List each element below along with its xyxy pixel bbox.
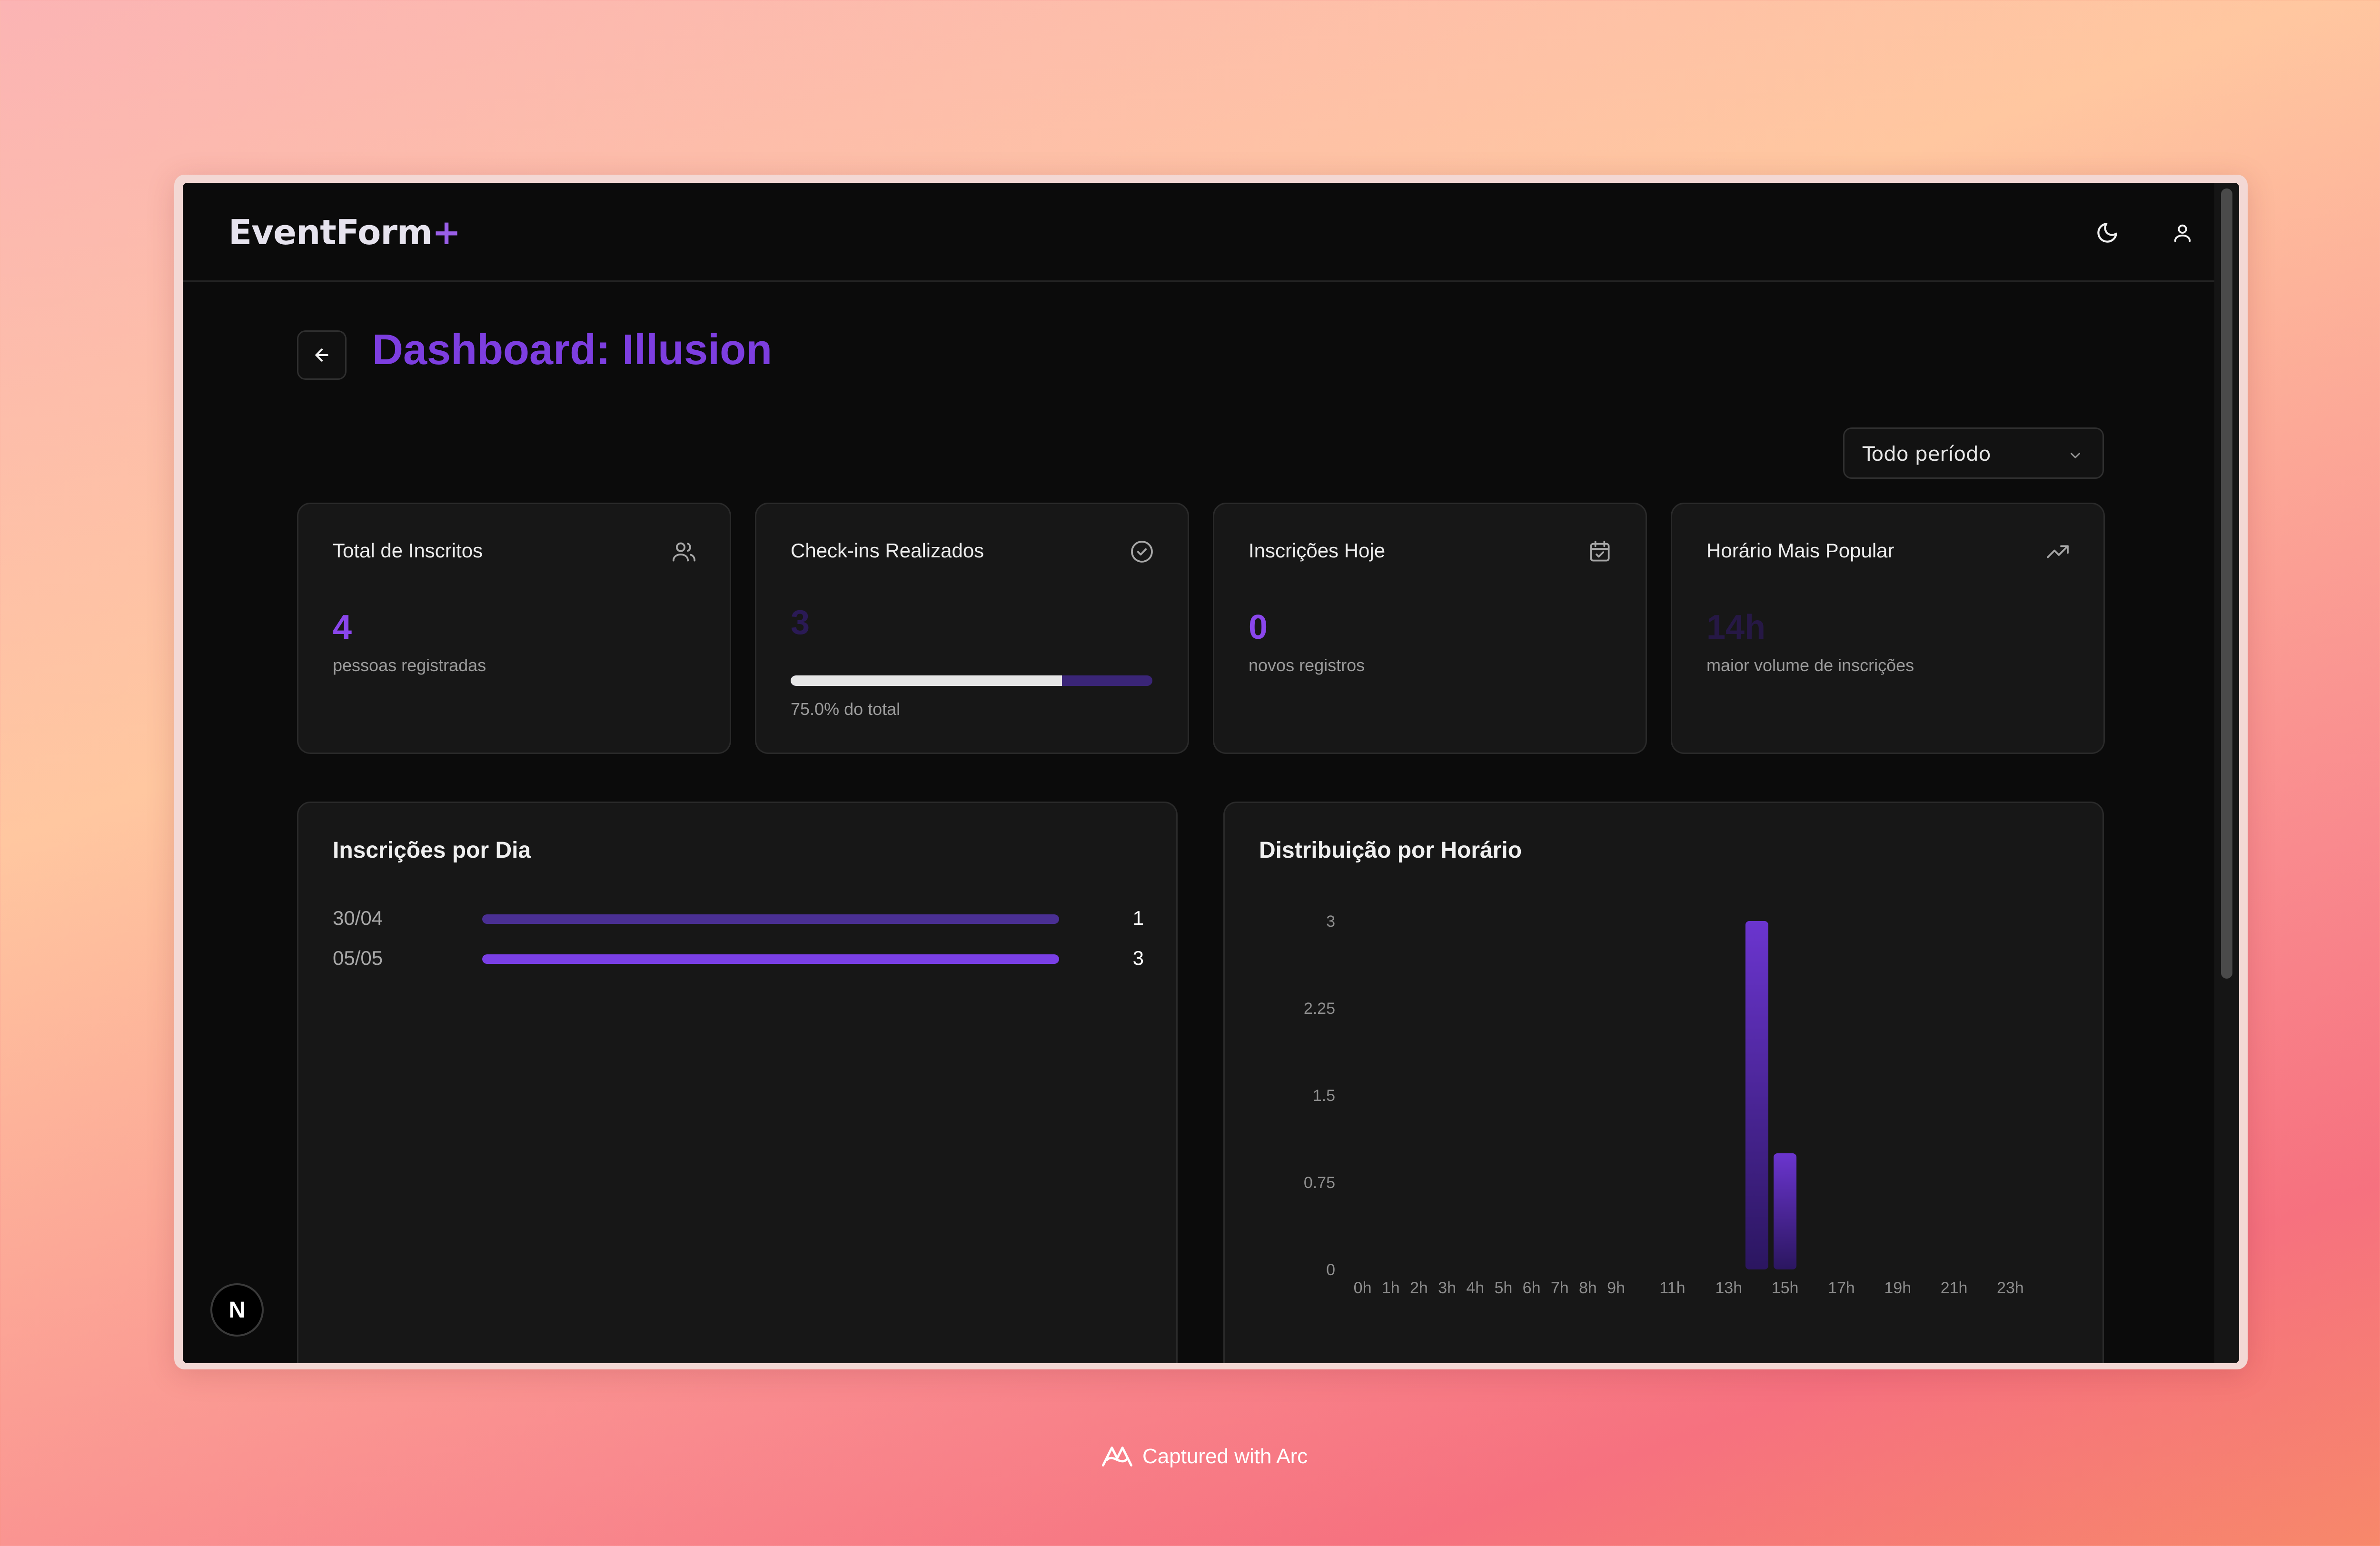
y-tick-label: 0 [1326,1261,1335,1279]
checkin-progress-fill [791,675,1062,686]
logo-plus: + [432,212,461,252]
hour-bar-chart: 0 0.75 1.5 2.25 3 0h 1h 2h 3h 4h 5h 6h 7h 8h 9h 11h 13h 1… [1304,912,2024,1297]
check-circle-icon [1129,538,1155,565]
panel-title: Inscrições por Dia [333,838,531,863]
stat-subtitle: 75.0% do total [791,699,901,719]
chevron-down-icon [2067,445,2083,468]
day-row: 05/05 3 [333,945,1144,973]
x-tick-label: 2h [1410,1279,1428,1297]
day-count: 3 [1132,947,1144,969]
x-tick-label: 21h [1941,1279,1968,1297]
x-tick-label: 9h [1607,1279,1625,1297]
stat-value: 0 [1249,608,1268,646]
hour-bar[interactable] [1774,1153,1797,1269]
day-label: 05/05 [333,947,383,969]
stat-subtitle: maior volume de inscrições [1706,655,1914,675]
y-tick-label: 2.25 [1304,1000,1335,1018]
back-button[interactable] [297,330,347,380]
hour-bar[interactable] [1745,921,1768,1269]
stat-card-today: Inscrições Hoje 0 novos registros [1213,503,1647,754]
day-bar-track [482,914,1059,924]
users-icon [671,538,697,565]
stat-value: 4 [333,608,352,646]
x-tick-label: 5h [1495,1279,1513,1297]
period-select-value: Todo período [1863,442,1991,466]
stat-card-checkins: Check-ins Realizados 3 75.0% do total [755,503,1189,754]
panel-by-day: Inscrições por Dia 30/04 1 05/05 3 [297,802,1178,1363]
x-tick-label: 13h [1715,1279,1742,1297]
x-tick-label: 4h [1466,1279,1484,1297]
x-tick-label: 6h [1523,1279,1541,1297]
x-tick-label: 15h [1772,1279,1799,1297]
x-tick-label: 23h [1997,1279,2024,1297]
stat-value: 3 [791,604,810,642]
x-tick-label: 17h [1828,1279,1855,1297]
panel-by-hour: Distribuição por Horário 0 0.75 1.5 2.25 3 0h… [1223,802,2104,1363]
app-window: EventForm+ Dashboard: Illusion Todo perí… [183,183,2239,1363]
x-tick-label: 1h [1382,1279,1400,1297]
stat-card-total: Total de Inscritos 4 pessoas registradas [297,503,731,754]
y-tick-label: 1.5 [1313,1087,1335,1105]
y-tick-label: 3 [1326,912,1335,931]
stat-card-popular-hour: Horário Mais Popular 14h maior volume de… [1671,503,2105,754]
day-bar [482,954,1059,964]
checkin-progress-bar [791,675,1152,686]
day-count: 1 [1132,907,1144,929]
arc-caption-text: Captured with Arc [1142,1445,1308,1468]
panel-title: Distribuição por Horário [1259,838,1522,863]
arc-caption: Captured with Arc [1100,1442,1308,1471]
day-row: 30/04 1 [333,905,1144,933]
stat-value: 14h [1706,608,1766,646]
x-tick-label: 0h [1354,1279,1372,1297]
y-tick-label: 0.75 [1304,1174,1335,1192]
calendar-check-icon [1587,538,1613,565]
day-bar [482,914,1059,924]
arc-logo-icon [1101,1447,1133,1467]
x-tick-label: 7h [1551,1279,1569,1297]
x-tick-label: 11h [1659,1279,1685,1297]
day-label: 30/04 [333,907,383,929]
x-tick-label: 19h [1884,1279,1911,1297]
page-title: Dashboard: Illusion [372,326,773,374]
user-icon[interactable] [2161,211,2204,254]
moon-icon[interactable] [2086,211,2129,254]
stat-title: Inscrições Hoje [1249,539,1386,562]
x-tick-label: 3h [1438,1279,1456,1297]
trending-up-icon [2044,538,2071,565]
period-select[interactable]: Todo período [1843,427,2104,479]
scrollbar-thumb[interactable] [2221,188,2232,979]
logo-text: EventForm [228,212,433,252]
stat-subtitle: novos registros [1249,655,1365,675]
app-logo[interactable]: EventForm+ [228,212,461,252]
stat-title: Check-ins Realizados [791,539,984,562]
day-bar-track [482,954,1059,964]
arrow-left-icon [315,348,328,362]
stat-title: Horário Mais Popular [1706,539,1894,562]
x-tick-label: 8h [1579,1279,1597,1297]
scrollbar[interactable] [2214,183,2239,1363]
navbar: EventForm+ [183,183,2214,282]
next-dev-badge[interactable]: N [210,1283,264,1337]
stat-title: Total de Inscritos [333,539,483,562]
stat-subtitle: pessoas registradas [333,655,486,675]
